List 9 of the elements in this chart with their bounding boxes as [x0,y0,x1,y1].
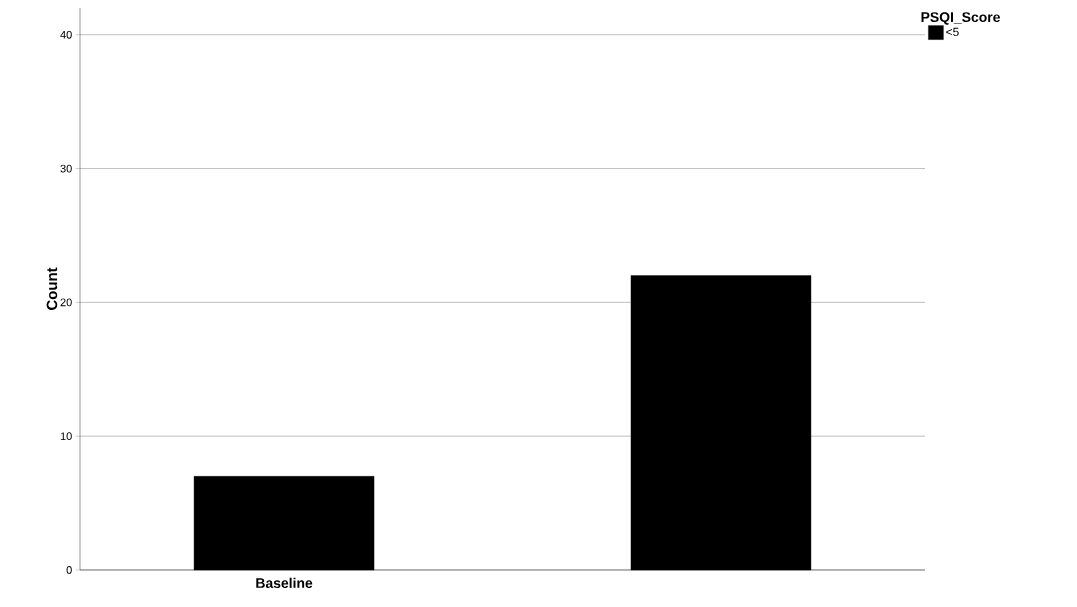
y-tick-label: 0 [66,566,72,574]
y-tick-label: 20 [60,298,72,307]
y-tick-label: 30 [60,164,72,173]
y-tick-label: 10 [60,432,72,441]
y-axis-title: Count [46,267,58,310]
y-tick-label: 40 [60,30,72,39]
legend-label: <5 [946,27,959,37]
x-tick-label: Baseline [256,577,313,588]
legend-title: PSQI_Score [921,12,1000,25]
